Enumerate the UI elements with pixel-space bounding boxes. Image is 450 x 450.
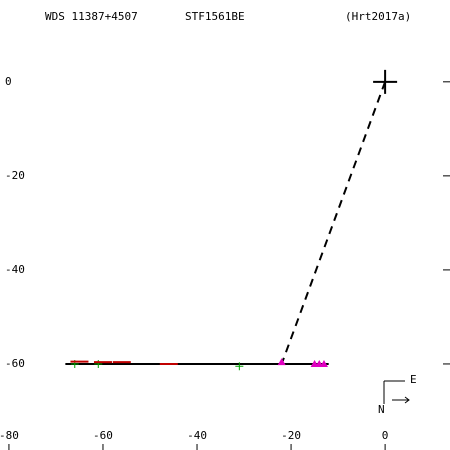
observation-triangle	[319, 359, 328, 367]
y-tick-label: -20	[5, 169, 25, 182]
y-tick-label: -60	[5, 357, 25, 370]
compass	[383, 380, 410, 404]
x-tick-label: -40	[187, 429, 207, 442]
x-tick-label: 0	[382, 429, 389, 442]
observation-cross	[235, 362, 244, 371]
reference: (Hrt2017a)	[345, 10, 411, 23]
observation-triangle	[277, 358, 286, 366]
y-tick-label: -40	[5, 263, 25, 276]
y-tick-label: 0	[5, 75, 12, 88]
orbit-dashed-line	[280, 81, 387, 365]
x-tick-label: -20	[281, 429, 301, 442]
chart-title: WDS 11387+4507	[45, 10, 138, 23]
chart-subtitle: STF1561BE	[185, 10, 245, 23]
compass-arrowhead	[404, 396, 410, 404]
x-tick-label: -80	[0, 429, 19, 442]
x-tick-label: -60	[93, 429, 113, 442]
compass-e: E	[410, 373, 417, 386]
primary-star	[373, 69, 398, 94]
compass-n: N	[378, 403, 385, 416]
